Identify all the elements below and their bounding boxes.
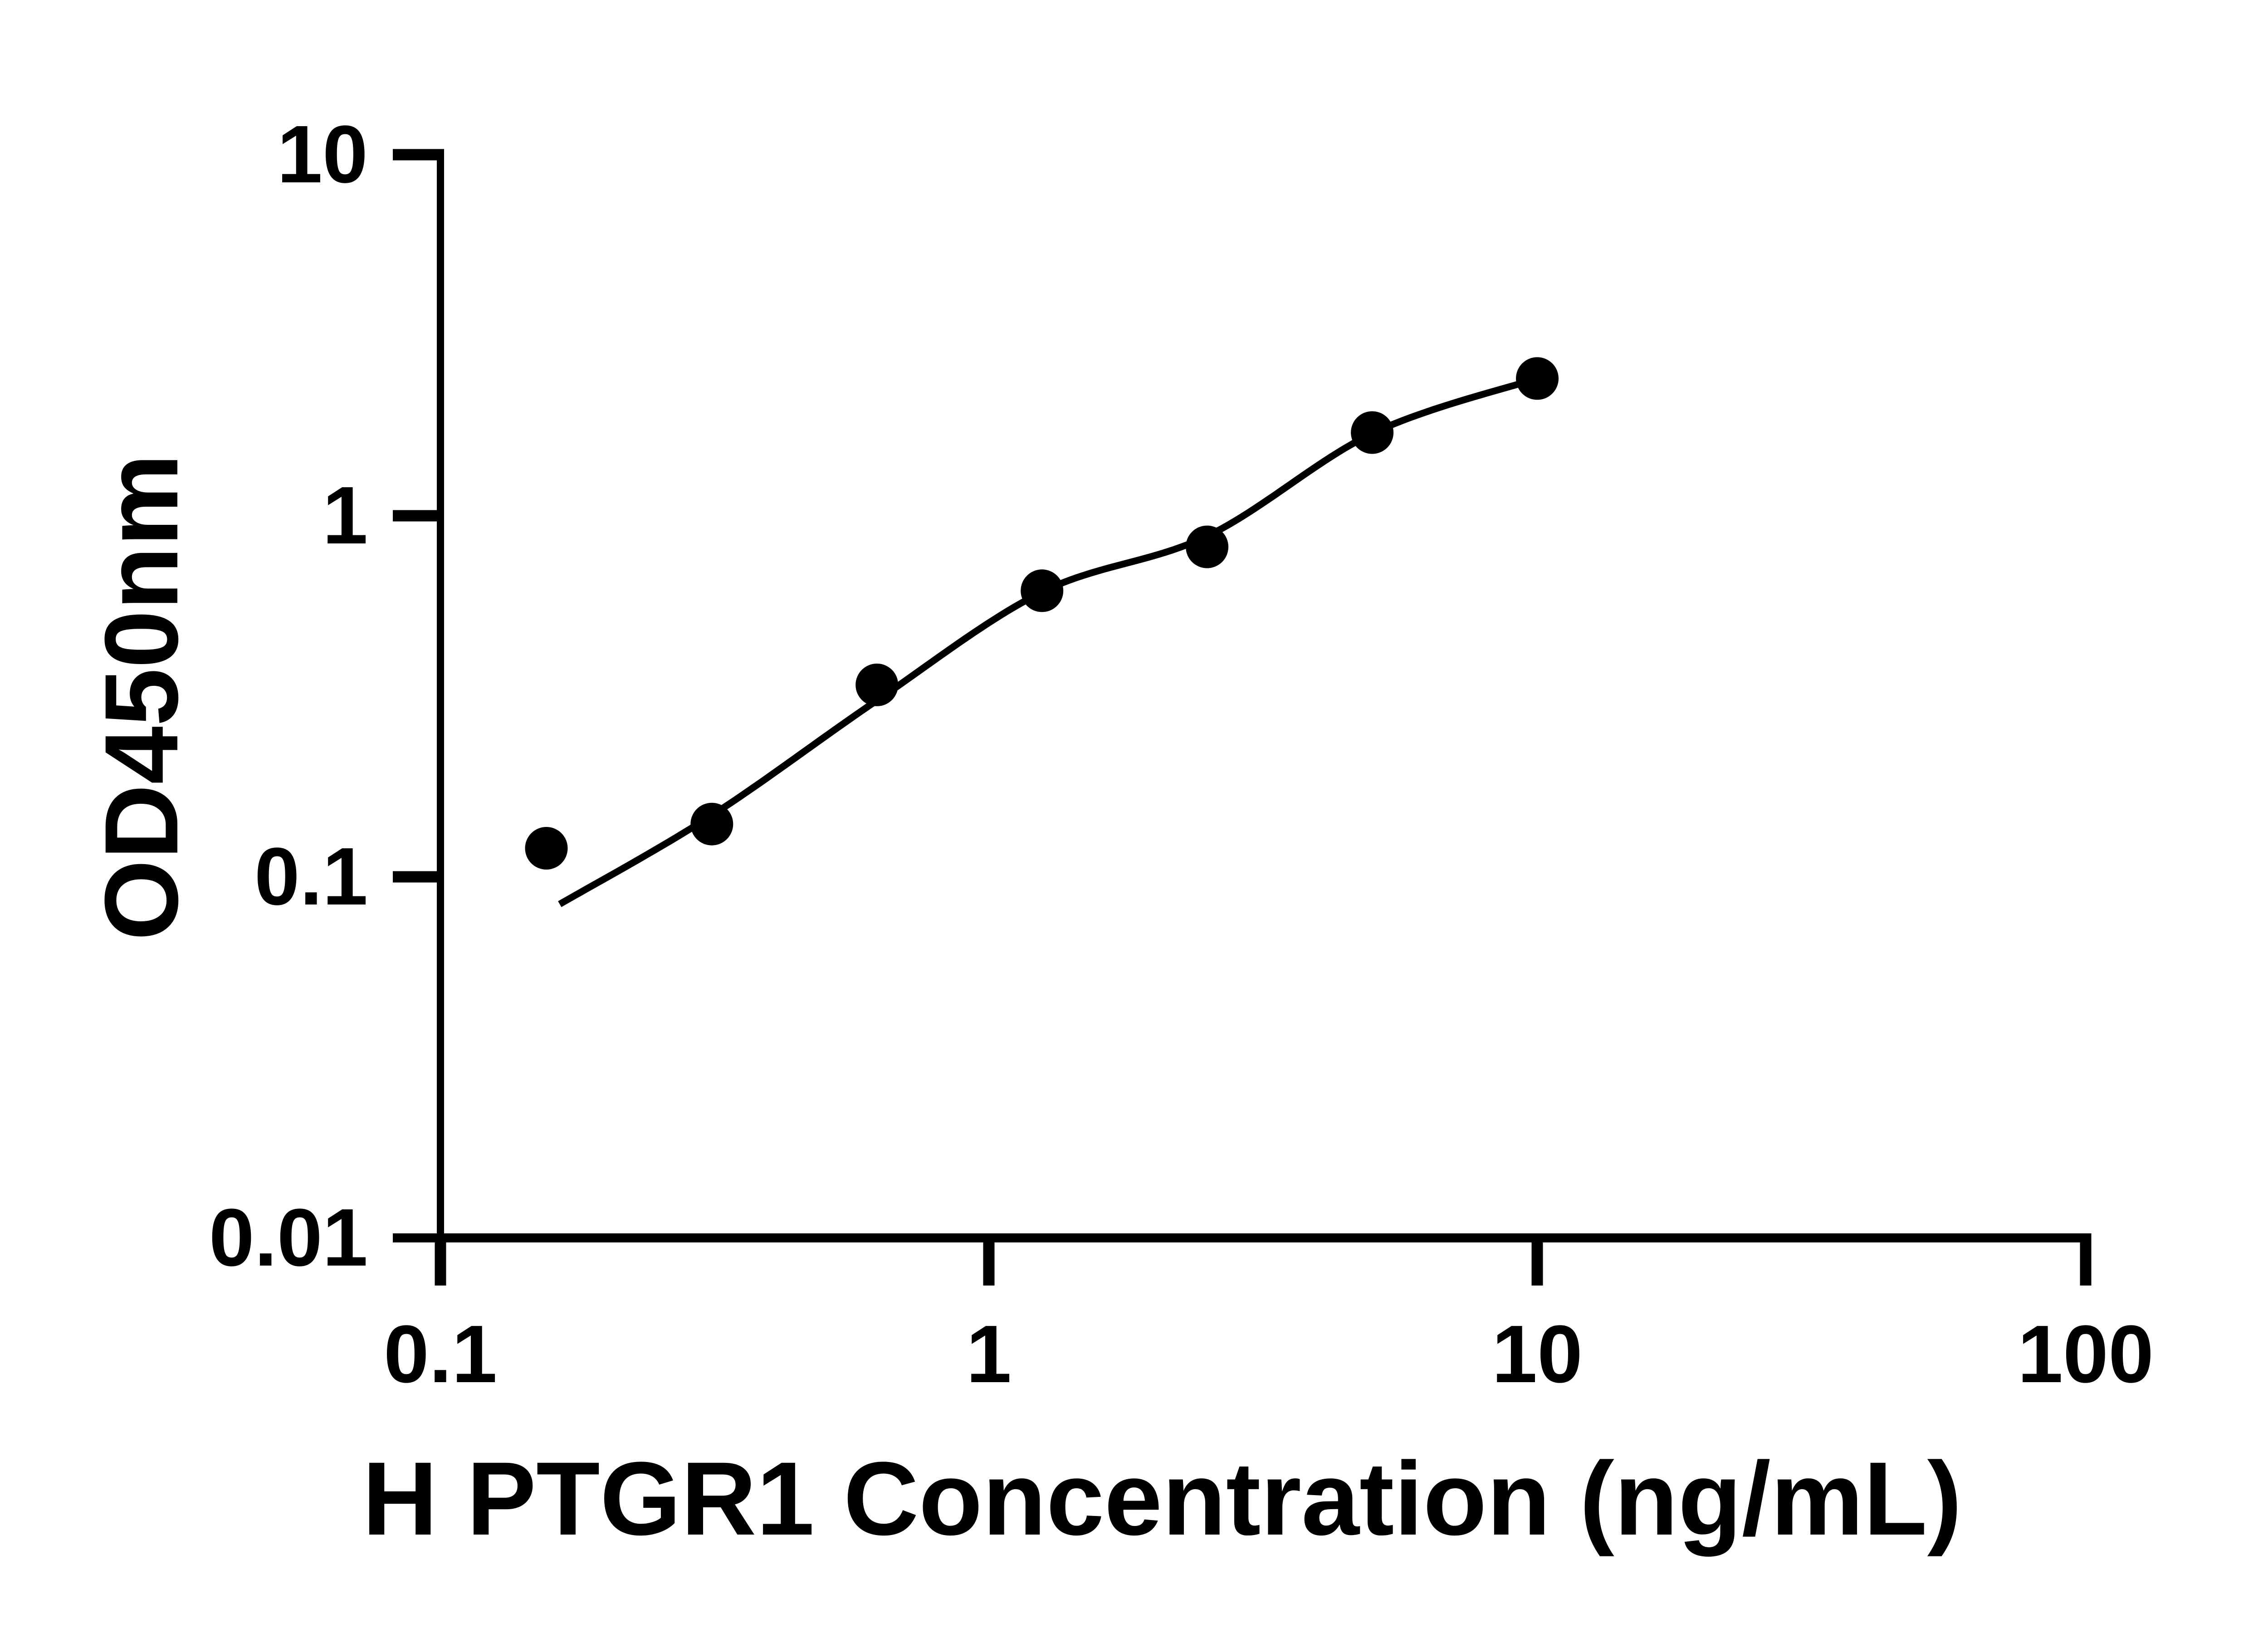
y-tick-mark	[393, 871, 440, 883]
x-axis-title: H PTGR1 Concentration (ng/mL)	[362, 1440, 1962, 1557]
x-tick-label-100: 100	[2017, 1309, 2154, 1400]
x-tick-mark	[983, 1242, 995, 1286]
x-tick-label-1: 1	[966, 1309, 1012, 1400]
data-point	[1021, 569, 1064, 612]
x-tick-mark	[1531, 1242, 1543, 1286]
x-axis-line	[393, 1233, 2092, 1242]
y-axis-line	[437, 149, 444, 1238]
data-point	[1186, 525, 1229, 568]
data-point	[855, 663, 899, 706]
x-tick-label-10: 10	[1491, 1309, 1583, 1400]
data-point	[525, 827, 568, 870]
y-tick-mark	[393, 510, 440, 522]
data-point	[1351, 411, 1394, 454]
y-tick-label-0p01: 0.01	[209, 1192, 368, 1283]
data-point	[1516, 357, 1559, 400]
x-tick-label-0p1: 0.1	[383, 1309, 498, 1400]
y-tick-mark	[393, 149, 440, 161]
y-tick-label-10: 10	[277, 109, 368, 200]
x-tick-mark	[2080, 1242, 2092, 1286]
data-point	[690, 802, 733, 846]
x-tick-mark	[435, 1242, 446, 1286]
y-tick-label-0p1: 0.1	[254, 831, 368, 922]
y-tick-label-1: 1	[322, 470, 368, 561]
